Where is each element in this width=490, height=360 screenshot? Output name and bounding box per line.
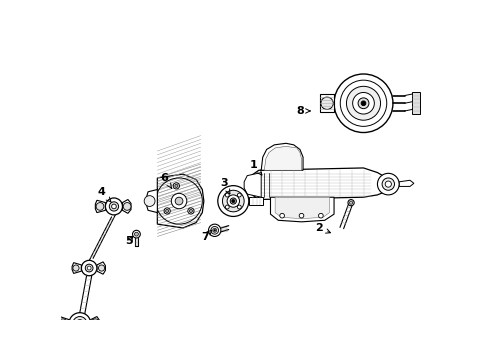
Circle shape (349, 201, 353, 204)
Circle shape (218, 186, 249, 216)
Circle shape (348, 199, 354, 206)
Circle shape (225, 205, 229, 209)
Circle shape (230, 198, 236, 204)
Circle shape (175, 197, 183, 205)
Circle shape (173, 183, 179, 189)
Circle shape (299, 213, 304, 218)
Polygon shape (157, 174, 204, 228)
Circle shape (334, 74, 393, 132)
Polygon shape (244, 172, 261, 197)
Polygon shape (412, 93, 420, 114)
Circle shape (353, 93, 374, 114)
Polygon shape (72, 263, 81, 274)
Circle shape (91, 319, 100, 328)
Circle shape (81, 260, 97, 276)
Circle shape (109, 202, 119, 211)
Circle shape (123, 203, 131, 210)
Circle shape (361, 101, 366, 105)
Circle shape (189, 210, 193, 212)
Circle shape (133, 230, 140, 238)
Circle shape (134, 232, 138, 236)
Circle shape (237, 193, 241, 197)
Circle shape (232, 199, 235, 203)
Circle shape (227, 195, 240, 207)
Circle shape (225, 193, 229, 197)
Circle shape (78, 321, 82, 325)
Circle shape (175, 184, 178, 188)
Polygon shape (270, 197, 334, 222)
Polygon shape (261, 143, 303, 170)
Polygon shape (97, 262, 105, 274)
Text: 3: 3 (220, 178, 230, 194)
Circle shape (85, 264, 93, 272)
Circle shape (105, 198, 122, 215)
Text: 5: 5 (125, 236, 133, 246)
Circle shape (340, 80, 387, 126)
Polygon shape (249, 197, 263, 205)
Polygon shape (91, 316, 100, 330)
Circle shape (164, 208, 171, 214)
Circle shape (76, 320, 84, 327)
Polygon shape (147, 189, 157, 213)
Circle shape (98, 265, 105, 271)
Circle shape (214, 229, 216, 231)
Polygon shape (96, 200, 105, 213)
Circle shape (96, 203, 104, 210)
Circle shape (144, 195, 155, 206)
Circle shape (318, 213, 323, 218)
Text: 2: 2 (315, 223, 330, 233)
Circle shape (358, 98, 369, 109)
Polygon shape (264, 147, 301, 170)
Circle shape (188, 208, 194, 214)
Circle shape (166, 210, 169, 212)
Text: 6: 6 (160, 173, 172, 188)
Polygon shape (399, 180, 414, 186)
Circle shape (211, 226, 219, 234)
Polygon shape (275, 197, 329, 219)
Circle shape (213, 228, 217, 232)
Circle shape (58, 319, 68, 328)
Circle shape (321, 97, 333, 109)
Circle shape (280, 213, 285, 218)
Text: 8: 8 (296, 106, 310, 116)
Circle shape (385, 181, 392, 187)
Text: 4: 4 (98, 187, 111, 202)
Circle shape (209, 224, 221, 237)
Text: 1: 1 (249, 160, 262, 175)
Polygon shape (122, 199, 131, 213)
Circle shape (172, 193, 187, 209)
Circle shape (112, 204, 116, 209)
Polygon shape (320, 94, 334, 112)
Text: 7: 7 (201, 230, 212, 242)
Polygon shape (247, 168, 391, 199)
Circle shape (377, 173, 399, 195)
Circle shape (222, 190, 244, 212)
Circle shape (73, 265, 79, 271)
Circle shape (69, 313, 91, 334)
Circle shape (382, 178, 394, 190)
Circle shape (237, 205, 241, 209)
Circle shape (346, 86, 381, 120)
Circle shape (73, 316, 87, 330)
Polygon shape (58, 316, 69, 330)
Circle shape (87, 266, 91, 270)
